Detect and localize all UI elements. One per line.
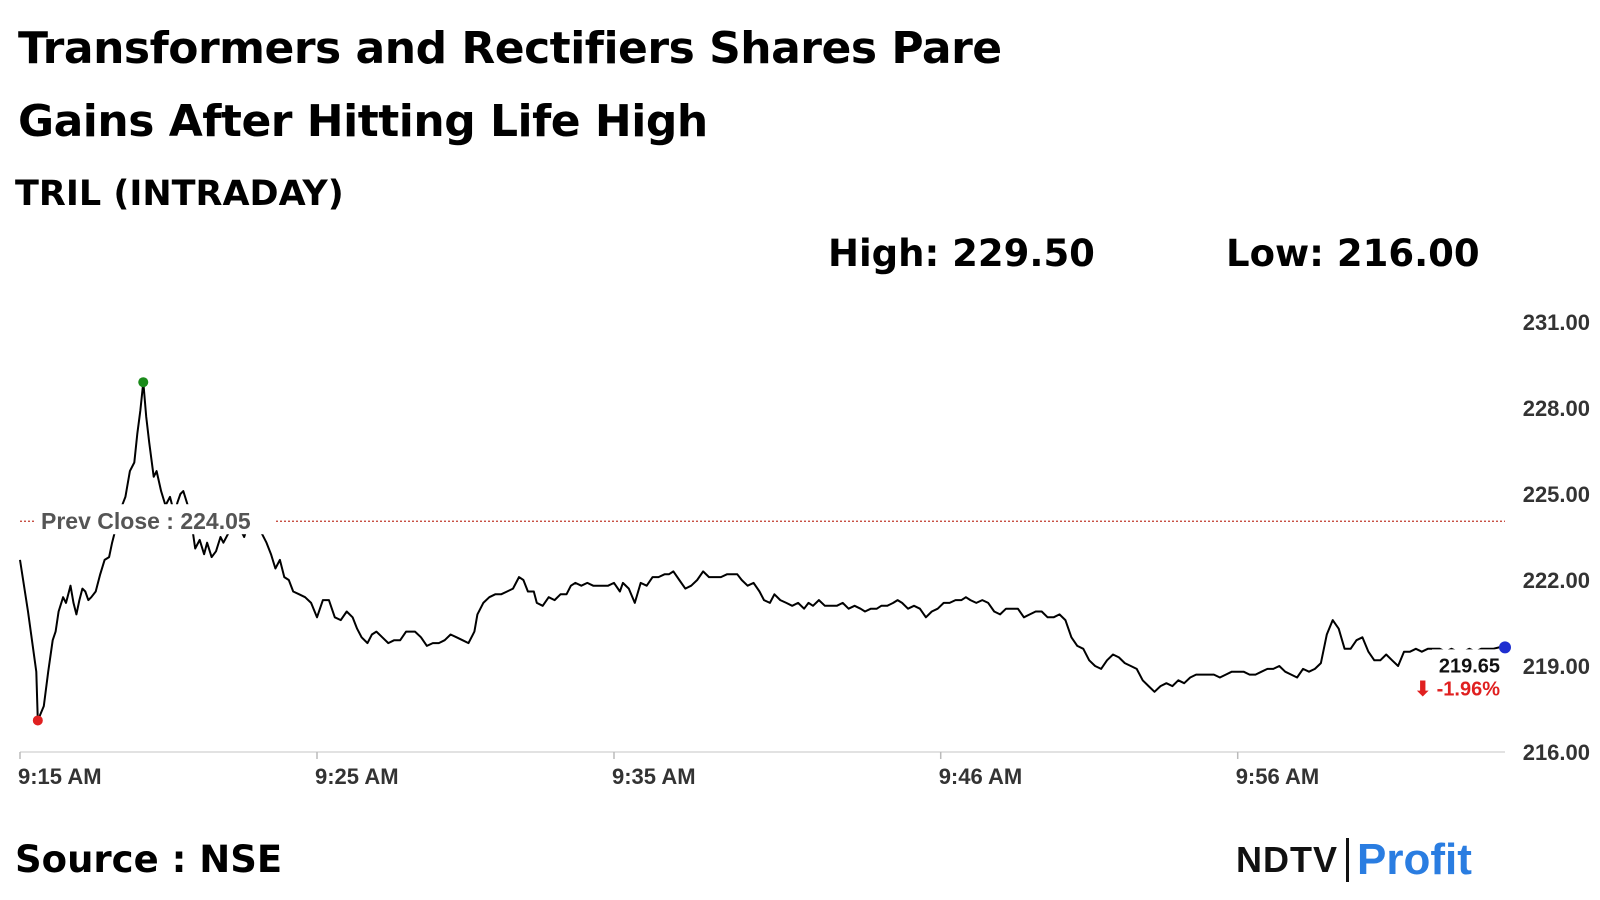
last-value-label: 219.65 [1439, 655, 1500, 677]
low-marker [32, 715, 43, 726]
chart-subtitle: TRIL (INTRADAY) [15, 174, 344, 214]
ndtv-profit-logo: NDTV Profit [1236, 832, 1472, 888]
x-tick-label: 9:35 AM [612, 764, 696, 789]
high-value: High: 229.50 [828, 232, 1095, 275]
logo-divider [1346, 838, 1349, 882]
y-tick-label: 216.00 [1523, 740, 1590, 765]
x-tick-label: 9:46 AM [939, 764, 1023, 789]
prev-close-label: Prev Close : 224.05 [41, 508, 251, 534]
y-tick-label: 228.00 [1523, 396, 1590, 421]
chart-title: Transformers and Rectifiers Shares Pare … [18, 23, 1002, 147]
last-value-bg [1432, 649, 1504, 708]
y-tick-label: 231.00 [1523, 310, 1590, 335]
last-point-marker [1499, 641, 1511, 654]
high-marker [138, 377, 149, 388]
y-tick-label: 222.00 [1523, 568, 1590, 593]
price-series-line [19, 381, 1505, 722]
x-tick-label: 9:56 AM [1236, 764, 1320, 789]
logo-profit-text: Profit [1357, 835, 1472, 884]
change-percent-label: ⬇ -1.96% [1414, 678, 1500, 700]
low-value: Low: 216.00 [1226, 232, 1480, 275]
y-tick-label: 219.00 [1523, 654, 1590, 679]
x-tick-label: 9:15 AM [18, 764, 102, 789]
prev-close-label-bg [36, 504, 276, 535]
y-tick-label: 225.00 [1523, 482, 1590, 507]
x-tick-label: 9:25 AM [315, 764, 399, 789]
logo-ndtv-text: NDTV [1236, 839, 1338, 880]
source-note: Source : NSE [15, 838, 283, 881]
intraday-line-chart: 231.00 228.00 225.00 222.00 219.00 216.00 9:15… [18, 310, 1590, 789]
